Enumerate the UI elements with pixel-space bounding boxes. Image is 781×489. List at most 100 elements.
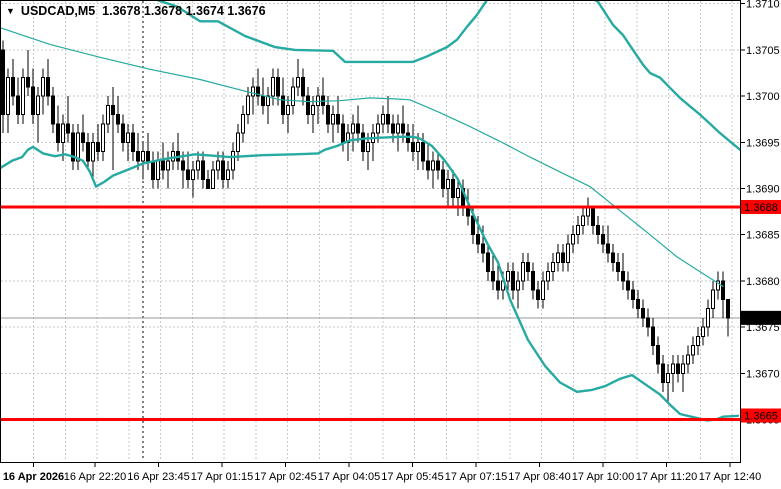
bear-candle: [221, 160, 225, 180]
bear-candle: [111, 104, 115, 116]
x-axis-label: 17 Apr 11:20: [636, 471, 698, 483]
plot-area[interactable]: [0, 0, 740, 461]
bull-candle: [431, 160, 435, 171]
bear-candle: [121, 123, 125, 143]
y-axis-label: 1.3680: [746, 276, 780, 288]
y-axis-label: 1.3710: [746, 0, 780, 11]
level-badge-upper-bg: [741, 199, 781, 214]
bull-candle: [296, 77, 300, 88]
symbol-dropdown-icon: ▼: [6, 6, 15, 16]
x-axis-label: 16 Apr 23:45: [127, 471, 189, 483]
bear-candle: [161, 160, 165, 171]
bear-candle: [591, 206, 595, 226]
bull-candle: [191, 169, 195, 180]
bear-candle: [301, 77, 305, 97]
bull-candle: [6, 77, 10, 116]
x-axis-label: 17 Apr 04:05: [318, 471, 380, 483]
bear-candle: [56, 123, 60, 143]
bear-candle: [511, 271, 515, 291]
bear-candle: [16, 95, 20, 116]
bollinger-middle-line: [1, 27, 724, 287]
bear-candle: [596, 224, 600, 236]
bear-candle: [186, 169, 190, 180]
bull-candle: [61, 123, 65, 143]
bear-candle: [356, 123, 360, 134]
chart-title-bar: ▼ USDCAD,M5 1.3678 1.3678 1.3674 1.3676: [6, 3, 266, 19]
bear-candle: [636, 298, 640, 310]
bollinger-layer: [1, 1, 740, 422]
bull-candle: [216, 160, 220, 171]
x-axis-label: 16 Apr 22:20: [64, 471, 126, 483]
y-axis-label: 1.3695: [746, 137, 780, 149]
bull-candle: [211, 169, 215, 189]
bull-candle: [91, 141, 95, 162]
bull-candle: [686, 354, 690, 365]
bear-candle: [651, 326, 655, 347]
bear-candle: [621, 271, 625, 282]
y-axis-label: 1.3670: [746, 368, 780, 380]
bull-candle: [666, 372, 670, 384]
y-axis-label: 1.3685: [746, 230, 780, 242]
bear-candle: [51, 95, 55, 125]
level-badge-lower-text: 1.3665: [744, 410, 778, 422]
bear-candle: [481, 243, 485, 254]
bull-candle: [251, 86, 255, 97]
bear-candle: [656, 345, 660, 365]
bear-candle: [31, 86, 35, 116]
bear-candle: [661, 363, 665, 384]
bear-candle: [71, 132, 75, 162]
bull-candle: [286, 104, 290, 116]
bear-candle: [336, 114, 340, 125]
bear-candle: [116, 114, 120, 125]
bear-candle: [436, 160, 440, 171]
bear-candle: [616, 261, 620, 273]
x-axis-label: 17 Apr 01:15: [191, 471, 253, 483]
chart-title: USDCAD,M5 1.3678 1.3678 1.3674 1.3676: [20, 4, 266, 18]
x-axis-label: 17 Apr 10:00: [572, 471, 634, 483]
bear-candle: [146, 151, 150, 162]
bear-candle: [1, 49, 5, 116]
bear-candle: [721, 280, 725, 300]
bear-candle: [531, 271, 535, 291]
bull-candle: [196, 160, 200, 171]
bull-candle: [246, 95, 250, 116]
bear-candle: [341, 123, 345, 143]
bull-candle: [696, 335, 700, 347]
bear-candle: [66, 123, 70, 134]
bear-candle: [326, 104, 330, 125]
bear-candle: [646, 317, 650, 328]
x-axis-label: 17 Apr 08:40: [508, 471, 570, 483]
x-axis-label: 17 Apr 02:45: [254, 471, 316, 483]
bull-candle: [701, 326, 705, 337]
plot-border: [0, 0, 741, 463]
bear-candle: [631, 289, 635, 300]
bull-candle: [456, 187, 460, 199]
bear-candle: [411, 141, 415, 153]
bear-candle: [726, 298, 730, 319]
bull-candle: [396, 123, 400, 134]
bull-candle: [21, 77, 25, 116]
bull-candle: [556, 252, 560, 263]
bear-candle: [276, 77, 280, 97]
bear-candle: [151, 160, 155, 180]
bear-candle: [641, 308, 645, 319]
bull-candle: [331, 114, 335, 125]
bear-candle: [611, 252, 615, 263]
bull-candle: [101, 123, 105, 153]
bull-candle: [516, 280, 520, 291]
bull-candle: [166, 160, 170, 171]
bull-candle: [141, 151, 145, 162]
bear-candle: [471, 215, 475, 236]
bear-candle: [386, 114, 390, 125]
bollinger-upper-line: [156, 1, 740, 151]
x-axis-label: 16 Apr 2026: [3, 471, 64, 483]
bear-candle: [401, 123, 405, 134]
bear-candle: [606, 243, 610, 254]
bull-candle: [571, 234, 575, 245]
bull-candle: [126, 132, 130, 143]
y-axis-label: 1.3700: [746, 91, 780, 103]
bull-candle: [236, 132, 240, 153]
bear-candle: [421, 141, 425, 162]
bear-candle: [451, 178, 455, 199]
